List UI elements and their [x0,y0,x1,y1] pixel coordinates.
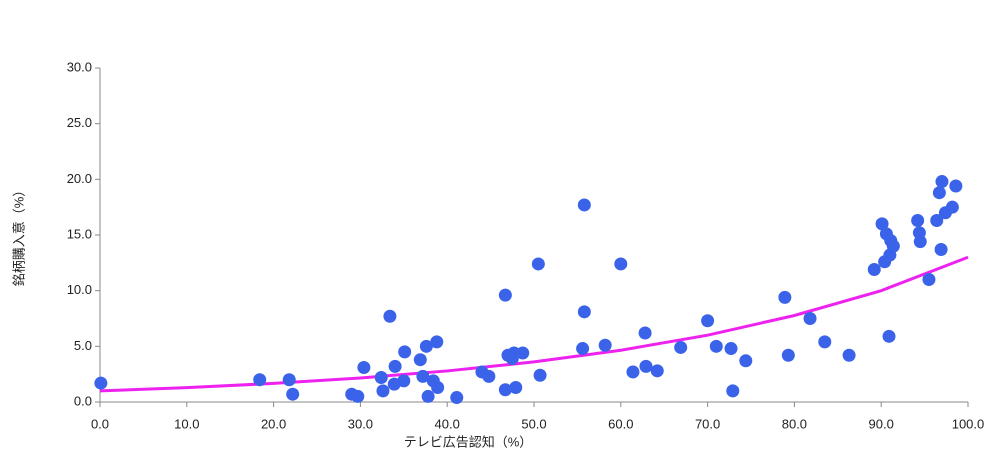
x-tick-label: 60.0 [608,416,633,431]
point [398,345,412,359]
trend-line [99,255,969,393]
x-tick-label: 70.0 [695,416,720,431]
point [932,186,946,200]
point [709,339,723,353]
point [482,369,496,383]
x-tick-label: 0.0 [91,416,109,431]
point [781,348,795,362]
y-tick-label: 25.0 [67,115,92,130]
x-tick-label: 30.0 [348,416,373,431]
y-tick-label: 10.0 [67,282,92,297]
point [778,290,792,304]
point [416,369,430,383]
point [577,198,591,212]
y-tick-label: 5.0 [74,338,92,353]
point [498,383,512,397]
x-tick-label: 100.0 [952,416,985,431]
point [397,374,411,388]
x-tick-label: 50.0 [521,416,546,431]
x-tick-label: 10.0 [174,416,199,431]
point [882,329,896,343]
point [374,371,388,385]
point [842,348,856,362]
point [94,376,108,390]
point [450,391,464,405]
point [934,242,948,256]
point [357,360,371,374]
point [533,368,547,382]
point [638,326,652,340]
point [726,384,740,398]
point [930,214,944,228]
point [598,338,612,352]
point [875,217,889,231]
point [253,373,267,387]
x-tick-label: 20.0 [261,416,286,431]
point [577,305,591,319]
point [286,387,300,401]
point [509,381,523,395]
y-tick-label: 20.0 [67,171,92,186]
y-tick-label: 15.0 [67,226,92,241]
y-axis-title: 銘柄購入意（%） [11,184,26,287]
point [650,364,664,378]
point [421,389,435,403]
point [376,384,390,398]
point [282,373,296,387]
point [419,339,433,353]
point [803,312,817,325]
point [639,359,653,373]
y-tick-label: 0.0 [74,393,92,408]
point [913,235,927,249]
point [413,353,427,367]
point [614,257,628,271]
y-tick-label: 30.0 [67,59,92,74]
point [351,389,365,403]
point [430,335,444,349]
point [724,342,738,356]
point [818,335,832,349]
point [739,354,753,368]
point [867,263,881,277]
point [498,288,512,302]
point [922,273,936,287]
x-tick-label: 80.0 [782,416,807,431]
point [576,342,590,356]
x-axis-title: テレビ広告認知（%） [404,434,533,449]
point [626,365,640,379]
point [701,314,715,328]
point [886,239,900,253]
point [431,381,445,395]
x-tick-label: 40.0 [435,416,460,431]
point [911,214,925,228]
point [516,346,530,360]
point [949,179,963,193]
point [388,359,402,373]
point [383,309,397,323]
point [945,200,959,214]
point [935,175,949,189]
point [674,340,688,354]
point [531,257,545,271]
x-tick-label: 90.0 [869,416,894,431]
